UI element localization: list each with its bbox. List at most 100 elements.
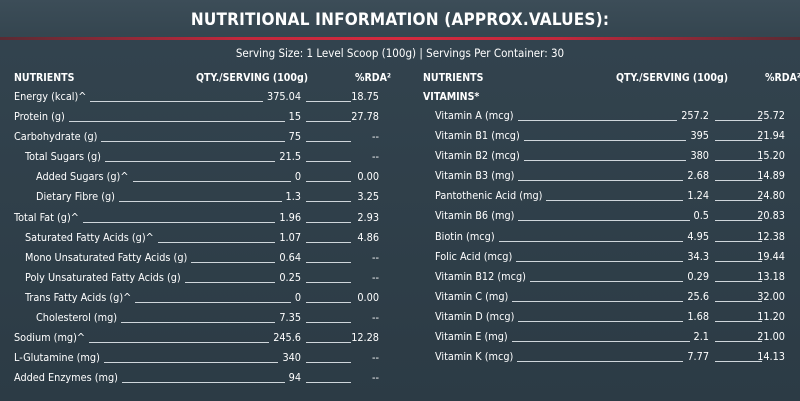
nutrient-qty: 257.2: [681, 109, 709, 122]
rda-leader-line: [715, 361, 762, 363]
rda-leader-line: [306, 382, 351, 384]
nutrients-rows: Energy (kcal)^ 375.04 18.75 Protein (g) 15 27…: [14, 86, 386, 387]
nutrient-rda: --: [371, 371, 379, 385]
leader-line: [104, 362, 278, 364]
leader-line: [135, 301, 291, 303]
nutrient-name: Vitamin B3 (mg): [435, 169, 515, 183]
nutrient-qty: 4.95: [687, 229, 709, 243]
header-nutrients-right: NUTRIENTS: [423, 72, 484, 84]
nutrient-rda: 12.28: [351, 331, 379, 345]
leader-line: [185, 281, 275, 283]
leader-line: [518, 220, 690, 222]
nutrient-qty: 245.6: [273, 331, 301, 345]
nutrient-qty: 2.68: [687, 169, 709, 183]
rda-leader-line: [306, 201, 351, 203]
rda-leader-line: [715, 280, 762, 282]
nutrient-rda: 27.78: [351, 110, 379, 124]
rda-leader-line: [715, 341, 762, 343]
leader-line: [101, 141, 285, 143]
nutrient-qty: 1.3: [285, 190, 301, 204]
table-row: Mono Unsaturated Fatty Acids (g) 0.64 --: [14, 247, 386, 267]
table-row: Vitamin D (mcg) 1.68 11.20: [423, 306, 793, 326]
nutrient-name: Vitamin B12 (mcg): [435, 269, 526, 283]
table-row: Added Sugars (g)^ 0 0.00: [14, 166, 386, 186]
nutrient-name: Sodium (mg)^: [14, 331, 86, 345]
vitamins-subheader: VITAMINS*: [423, 86, 793, 105]
rda-leader-line: [306, 241, 351, 243]
leader-line: [105, 161, 275, 163]
nutrient-name: Total Fat (g)^: [14, 210, 79, 224]
rda-leader-line: [715, 240, 762, 242]
rda-leader-line: [306, 181, 351, 183]
nutrient-qty: 340: [282, 351, 301, 365]
header-qty-right: QTY./SERVING (100g): [616, 72, 729, 84]
nutrient-qty: 0.25: [279, 270, 301, 284]
leader-line: [524, 140, 686, 142]
nutrient-qty: 34.3: [687, 249, 709, 263]
table-row: Sodium (mg)^ 245.6 12.28: [14, 327, 386, 347]
nutrients-column: NUTRIENTS QTY./SERVING (100g) %RDA² Ener…: [14, 70, 391, 387]
table-row: Vitamin B6 (mg) 0.5 20.83: [423, 205, 793, 225]
leader-line: [499, 240, 683, 242]
vitamins-column: NUTRIENTS QTY./SERVING (100g) %RDA² VITA…: [423, 70, 800, 366]
title-underline: [0, 37, 800, 40]
header-qty: QTY./SERVING (100g): [196, 72, 309, 84]
rda-leader-line: [306, 121, 351, 123]
leader-line: [89, 342, 269, 344]
table-row: Energy (kcal)^ 375.04 18.75: [14, 86, 386, 106]
nutrient-name: Biotin (mcg): [435, 229, 495, 243]
vitamins-label: VITAMINS*: [423, 91, 480, 103]
rda-leader-line: [715, 220, 762, 222]
nutrient-name: Vitamin B6 (mg): [435, 209, 515, 223]
nutrient-qty: 15: [288, 110, 301, 124]
title-bar: NUTRITIONAL INFORMATION (APPROX.VALUES):: [0, 0, 800, 39]
nutrient-qty: 2.1: [693, 330, 709, 344]
nutrient-name: Protein (g): [14, 110, 65, 124]
nutrient-rda: 19.44: [757, 249, 785, 263]
leader-line: [512, 300, 683, 302]
nutrient-name: Vitamin K (mcg): [435, 350, 514, 364]
nutrient-rda: 14.89: [757, 169, 785, 183]
nutrient-qty: 375.04: [267, 90, 301, 103]
leader-line: [518, 180, 683, 182]
nutrient-rda: 0.00: [357, 290, 379, 304]
rda-leader-line: [715, 120, 762, 121]
leader-line: [121, 322, 275, 324]
leader-line: [83, 221, 275, 223]
nutrient-qty: 75: [288, 130, 301, 144]
nutrient-rda: 4.86: [357, 230, 379, 244]
rda-leader-line: [306, 101, 351, 102]
leader-line: [69, 121, 285, 123]
nutrient-name: Energy (kcal)^: [14, 90, 87, 103]
nutrient-name: Cholesterol (mg): [36, 311, 118, 325]
nutrient-rda: 0.00: [357, 170, 379, 184]
table-row: Total Sugars (g) 21.5 --: [14, 146, 386, 166]
table-row: Poly Unsaturated Fatty Acids (g) 0.25 --: [14, 267, 386, 287]
leader-line: [158, 241, 275, 243]
rda-leader-line: [715, 160, 762, 162]
nutrient-name: Carbohydrate (g): [14, 130, 98, 144]
rda-leader-line: [306, 161, 351, 163]
nutrient-qty: 1.07: [279, 230, 301, 244]
nutrient-rda: 11.20: [757, 309, 785, 323]
nutrient-rda: 20.83: [757, 209, 785, 223]
nutrient-name: Vitamin E (mg): [435, 330, 508, 344]
table-row: Folic Acid (mcg) 34.3 19.44: [423, 246, 793, 266]
vitamins-header: NUTRIENTS QTY./SERVING (100g) %RDA²: [423, 70, 800, 86]
nutrient-rda: --: [371, 130, 379, 144]
nutrient-rda: 13.18: [757, 269, 785, 283]
table-row: Vitamin E (mg) 2.1 21.00: [423, 326, 793, 346]
leader-line: [546, 200, 683, 202]
rda-leader-line: [306, 261, 351, 263]
nutrient-name: Vitamin A (mcg): [435, 109, 514, 122]
leader-line: [518, 320, 683, 322]
nutrient-rda: 32.00: [757, 289, 785, 303]
table-row: Protein (g) 15 27.78: [14, 106, 386, 126]
table-row: Vitamin B2 (mcg) 380 15.20: [423, 145, 793, 165]
table-row: Vitamin B12 (mcg) 0.29 13.18: [423, 266, 793, 286]
nutrient-qty: 0: [294, 290, 301, 304]
table-row: Saturated Fatty Acids (g)^ 1.07 4.86: [14, 227, 386, 247]
header-rda-right: %RDA²: [765, 72, 800, 84]
rda-leader-line: [306, 281, 351, 283]
